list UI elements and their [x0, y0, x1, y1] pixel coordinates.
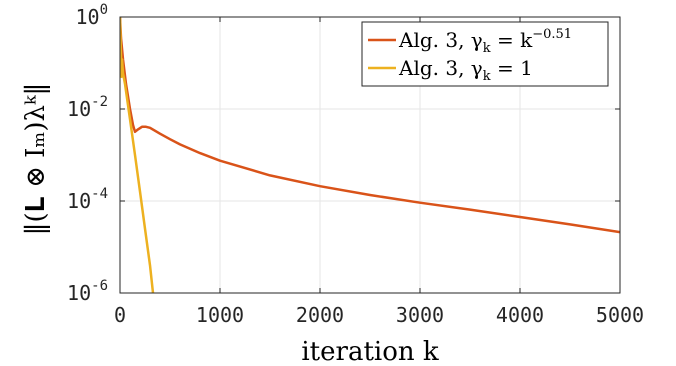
x-tick-label: 3000 [396, 303, 444, 327]
x-tick-label: 5000 [596, 303, 644, 327]
ticks [119, 16, 621, 294]
legend-label-2: Alg. 3, γk = 1 [398, 56, 533, 84]
y-tick-label: 10-2 [67, 94, 108, 121]
x-tick-label: 4000 [496, 303, 544, 327]
plot-frame [119, 16, 621, 294]
y-tick-label: 10-6 [67, 278, 108, 305]
x-tick-label: 1000 [196, 303, 244, 327]
series-line-2 [120, 16, 155, 293]
x-axis-title: iteration k [301, 337, 439, 366]
series-line-1 [120, 16, 620, 234]
x-tick-label: 0 [114, 303, 126, 327]
y-axis-title: ‖(𝐋 ⊗ Iₘ)λᵏ‖ [21, 83, 51, 236]
y-tick-label: 10-4 [67, 186, 108, 213]
legend-box [361, 21, 609, 87]
y-tick-label: 100 [75, 2, 108, 29]
series-layer [120, 16, 620, 293]
x-tick-label: 2000 [296, 303, 344, 327]
legend-label-1: Alg. 3, γk = k−0.51 [398, 27, 572, 56]
tick-labels: 0 1000 2000 3000 4000 5000 100 10-2 10-4 10-6 [67, 2, 644, 327]
